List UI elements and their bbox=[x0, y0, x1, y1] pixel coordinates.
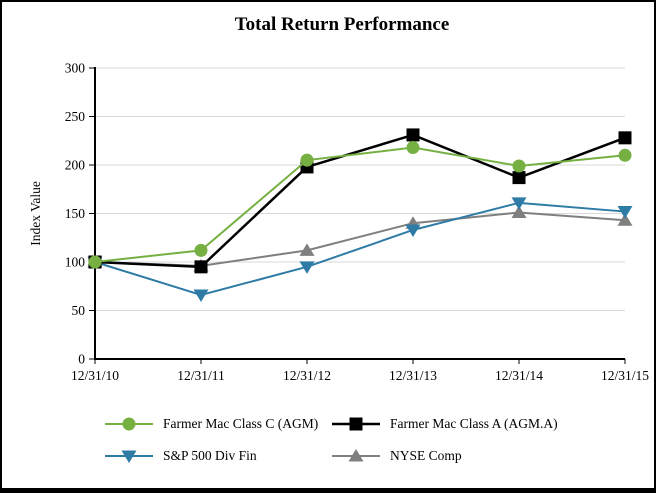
data-point-marker bbox=[511, 205, 527, 219]
data-point-marker bbox=[299, 243, 315, 256]
legend-item-farmer-mac-class-a: Farmer Mac Class A (AGM.A) bbox=[332, 415, 558, 432]
y-tick-label: 100 bbox=[65, 255, 86, 270]
x-tick-label: 12/31/10 bbox=[71, 368, 119, 383]
legend-label: NYSE Comp bbox=[390, 447, 462, 463]
data-point-marker bbox=[511, 197, 527, 210]
data-point-marker bbox=[194, 260, 208, 274]
x-tick-label: 12/31/12 bbox=[283, 368, 331, 383]
legend-item-farmer-mac-class-c: Farmer Mac Class C (AGM) bbox=[105, 415, 332, 432]
data-point-marker bbox=[512, 159, 526, 173]
y-tick-label: 150 bbox=[65, 206, 86, 221]
data-point-marker bbox=[617, 213, 633, 226]
data-point-marker bbox=[406, 128, 420, 142]
series-line bbox=[94, 146, 626, 263]
y-tick-label: 50 bbox=[72, 303, 86, 318]
legend-label: S&P 500 Div Fin bbox=[163, 447, 257, 463]
data-point-marker bbox=[618, 131, 632, 145]
data-point-marker bbox=[405, 224, 421, 237]
legend-marker bbox=[122, 417, 136, 430]
data-point-marker bbox=[193, 289, 209, 302]
legend-label: Farmer Mac Class C (AGM) bbox=[163, 415, 319, 431]
x-tick-label: 12/31/15 bbox=[601, 368, 649, 383]
series-line bbox=[94, 211, 626, 267]
legend-label: Farmer Mac Class A (AGM.A) bbox=[390, 415, 558, 431]
y-tick-label: 0 bbox=[78, 352, 85, 367]
x-tick-label: 12/31/14 bbox=[495, 368, 543, 383]
y-tick-label: 200 bbox=[65, 158, 86, 173]
data-point-marker bbox=[617, 206, 633, 219]
legend-marker bbox=[349, 417, 363, 430]
data-point-marker bbox=[300, 153, 314, 167]
series-line bbox=[94, 133, 626, 269]
triangle-down-marker-icon bbox=[105, 450, 153, 463]
y-axis-title: Index Value bbox=[28, 181, 43, 246]
chart-legend: Farmer Mac Class C (AGM) Farmer Mac Clas… bbox=[105, 415, 558, 464]
y-tick-label: 300 bbox=[65, 61, 86, 76]
chart-title: Total Return Performance bbox=[234, 14, 450, 35]
data-point-marker bbox=[406, 141, 420, 155]
data-point-marker bbox=[194, 243, 208, 257]
data-point-marker bbox=[88, 255, 102, 269]
y-tick-label: 250 bbox=[65, 109, 86, 124]
square-marker-icon bbox=[332, 417, 380, 430]
x-tick-label: 12/31/11 bbox=[177, 368, 225, 383]
circle-marker-icon bbox=[105, 417, 153, 430]
legend-marker bbox=[348, 448, 364, 461]
triangle-up-marker-icon bbox=[332, 448, 380, 461]
series-line bbox=[94, 201, 626, 297]
data-point-marker bbox=[618, 148, 632, 162]
legend-item-nyse-comp: NYSE Comp bbox=[332, 447, 558, 464]
legend-marker bbox=[121, 450, 137, 463]
x-tick-label: 12/31/13 bbox=[389, 368, 437, 383]
legend-item-sp500-div-fin: S&P 500 Div Fin bbox=[105, 447, 332, 464]
data-point-marker bbox=[299, 261, 315, 274]
data-point-marker bbox=[512, 171, 526, 185]
